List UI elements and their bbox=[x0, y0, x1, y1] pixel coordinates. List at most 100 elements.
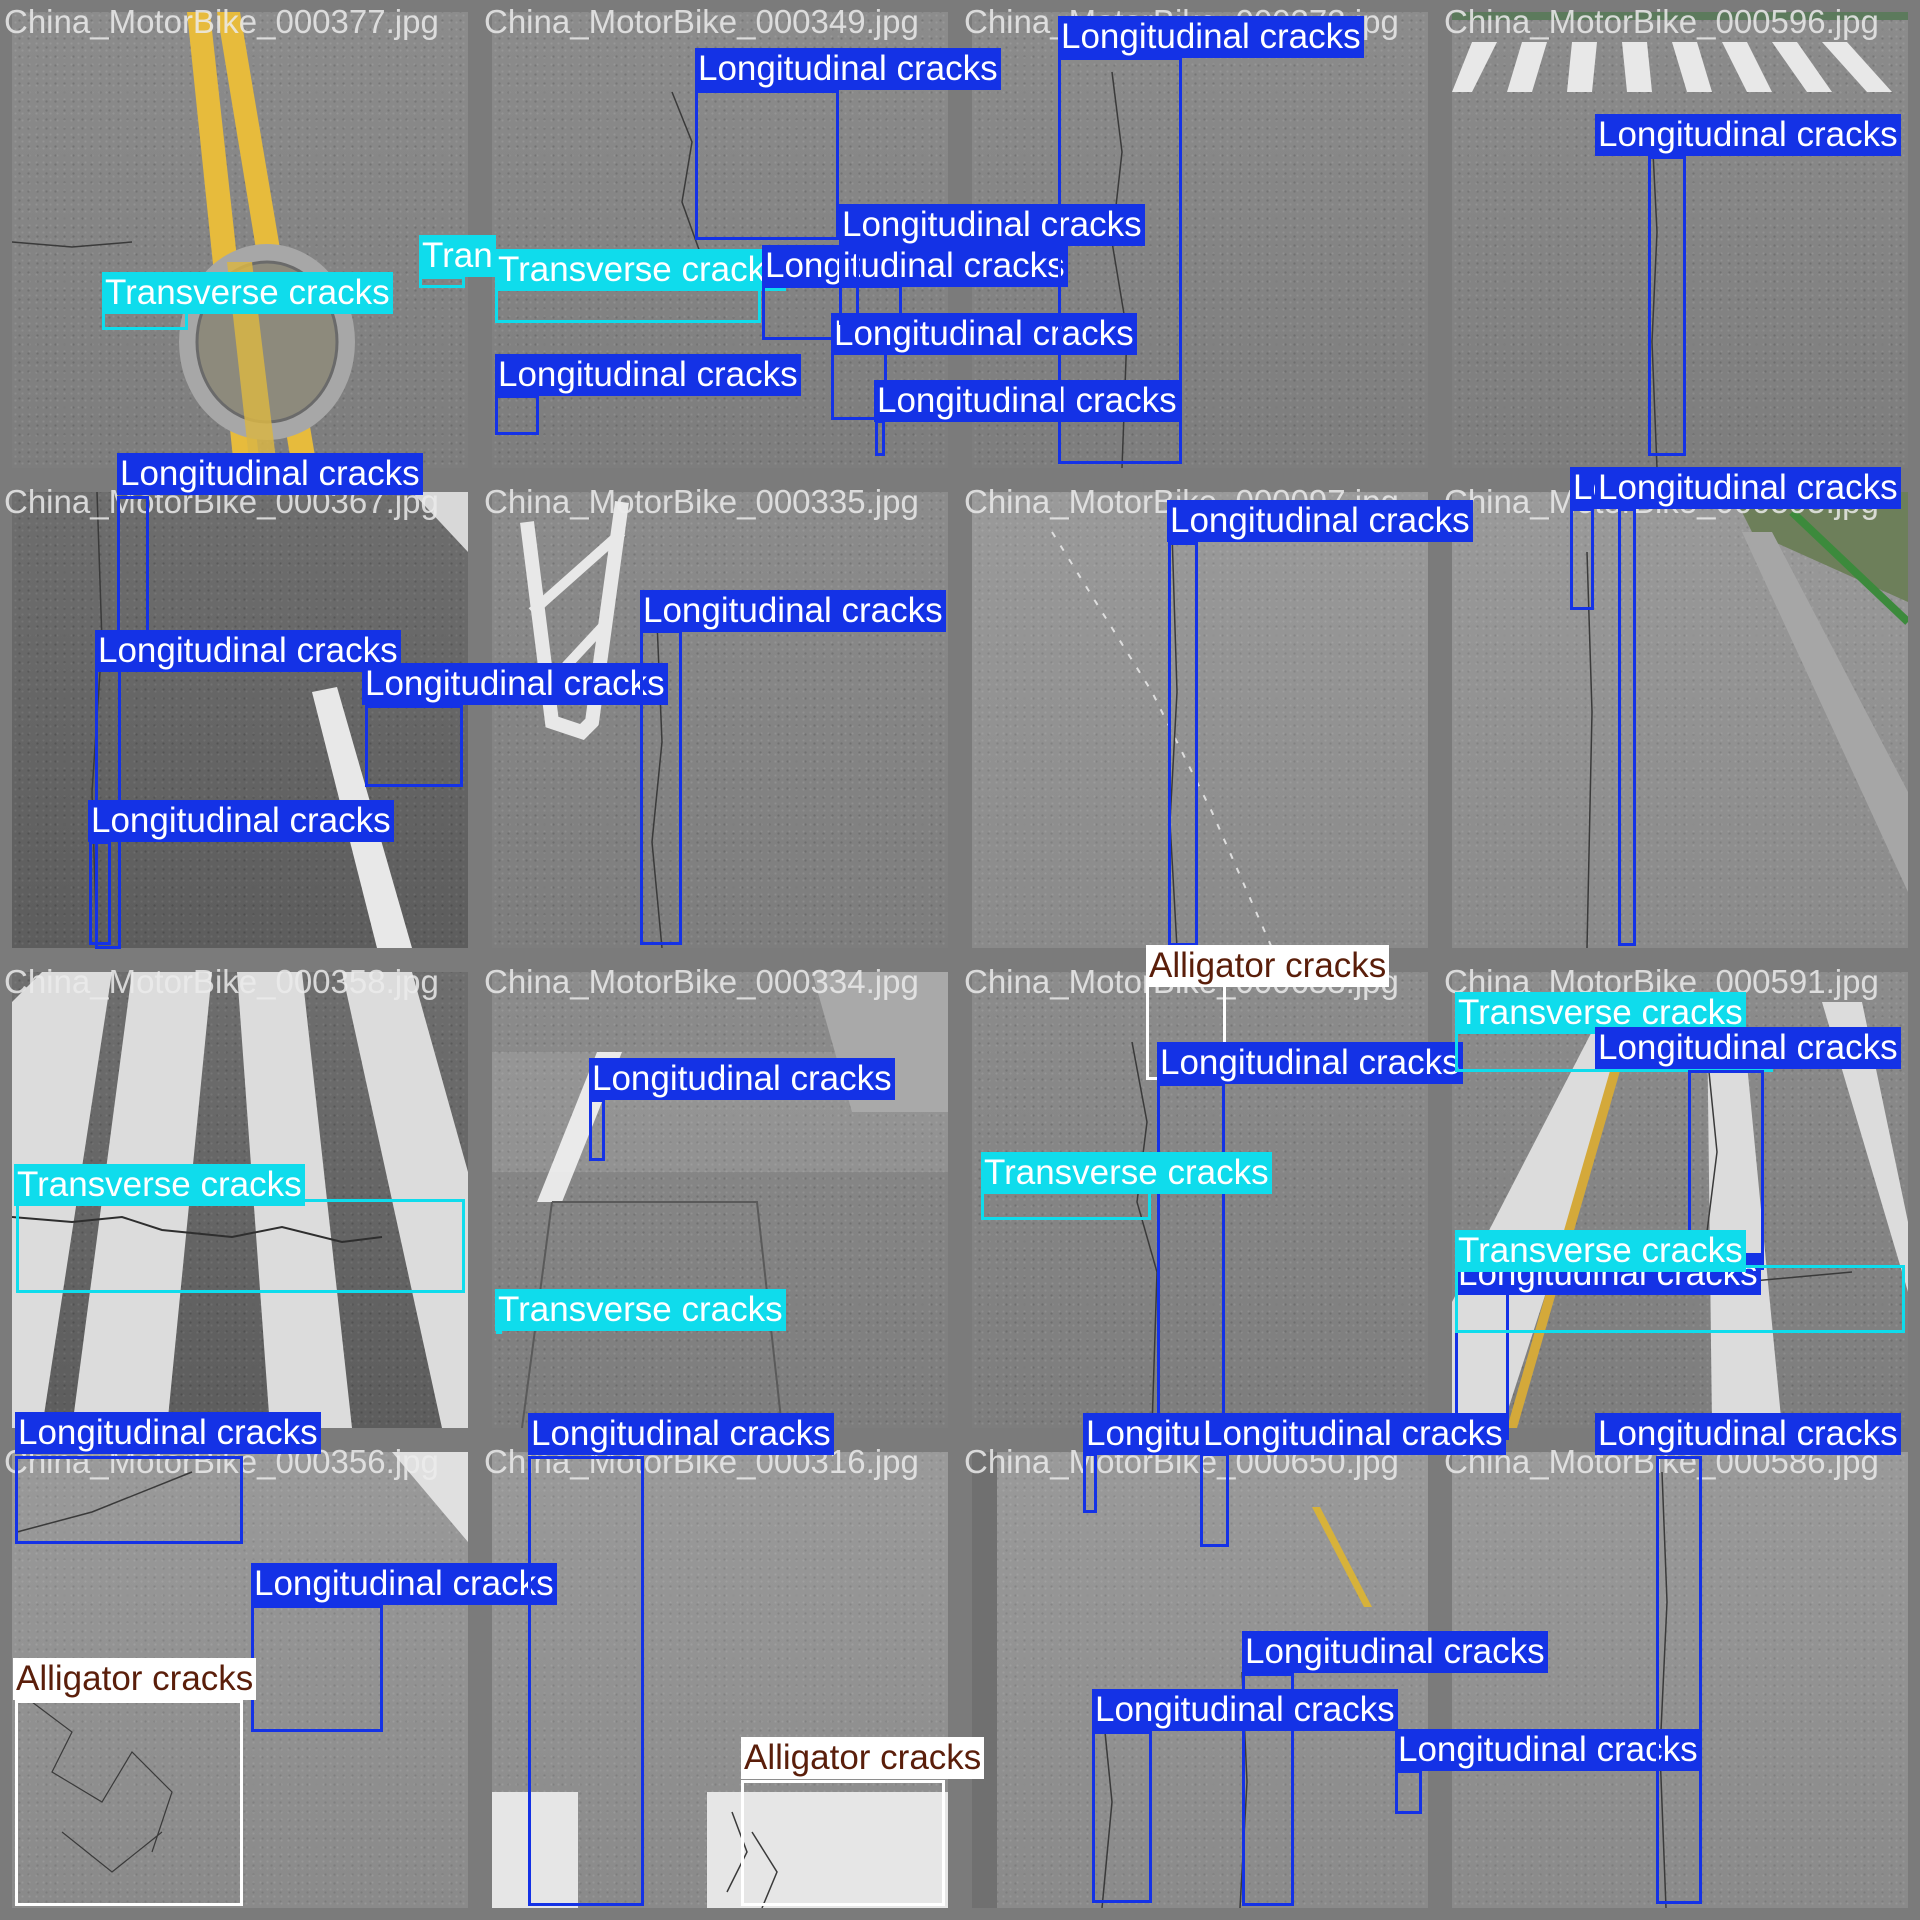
detection-label: Longitudinal cracks bbox=[1595, 467, 1901, 509]
green-fence bbox=[1789, 509, 1908, 625]
detection-box bbox=[1656, 1456, 1702, 1904]
crosswalk-stripe bbox=[1452, 42, 1497, 92]
detection-box bbox=[1157, 1083, 1225, 1418]
road-markings bbox=[1452, 12, 1908, 468]
crosswalk-stripe bbox=[1452, 1012, 1637, 1428]
detection-label: Transverse cracks bbox=[495, 249, 786, 291]
file-name: China_MotorBike_000377.jpg bbox=[4, 3, 439, 40]
crack-line bbox=[1659, 1471, 1668, 1908]
detection-label: Alligator cracks bbox=[13, 1658, 257, 1700]
file-name: China_MotorBike_000358.jpg bbox=[4, 963, 439, 1000]
detection-label: Longitudinal cracks bbox=[1167, 500, 1473, 542]
detection-label: Longitudinal cracks bbox=[1058, 16, 1364, 58]
detection-box bbox=[1058, 57, 1182, 464]
tile-6: China_MotorBike_000335.jpg bbox=[480, 480, 960, 960]
detection-box bbox=[495, 395, 539, 435]
tile-5: China_MotorBike_000367.jpg bbox=[0, 480, 480, 960]
crack-line bbox=[1651, 131, 1658, 468]
road-photo bbox=[492, 1452, 948, 1908]
detection-label: Longitudinal cracks bbox=[251, 1563, 557, 1605]
detection-label: Longitudinal cracks bbox=[1157, 1042, 1463, 1084]
detection-box bbox=[589, 1099, 605, 1161]
detection-label: Longitudinal cracks bbox=[874, 380, 1180, 422]
lane-marking bbox=[412, 492, 468, 552]
file-name: China_MotorBike_000596.jpg bbox=[1444, 3, 1879, 40]
detection-box bbox=[365, 705, 463, 787]
crack-line bbox=[12, 1215, 383, 1244]
detection-box bbox=[1455, 1265, 1905, 1333]
tile-4: China_MotorBike_000596.jpg bbox=[1440, 0, 1920, 480]
detection-label: Longitudinal cracks bbox=[495, 354, 801, 396]
detection-label: Longitudinal cracks bbox=[528, 1413, 834, 1455]
road-photo bbox=[492, 492, 948, 948]
yellow-dash bbox=[1312, 1507, 1372, 1607]
crosswalk-stripe bbox=[1567, 42, 1597, 92]
crack-network bbox=[726, 1811, 778, 1908]
detection-box bbox=[117, 496, 149, 646]
detection-label: Alligator cracks bbox=[741, 1737, 985, 1779]
detection-label: Transverse cracks bbox=[102, 272, 393, 314]
file-name: China_MotorBike_000334.jpg bbox=[484, 963, 919, 1000]
detection-label: Longitudinal cracks bbox=[831, 313, 1137, 355]
detection-label: Tran bbox=[419, 235, 496, 277]
detection-box bbox=[89, 841, 111, 945]
crack-line bbox=[671, 91, 708, 273]
detection-box bbox=[1092, 1731, 1152, 1903]
tile-14: China_MotorBike_000316.jpg bbox=[480, 1440, 960, 1920]
detection-label: Transverse cracks bbox=[14, 1164, 305, 1206]
detection-box bbox=[15, 1456, 243, 1544]
detection-box bbox=[1570, 508, 1594, 610]
detection-label: Transverse cracks bbox=[981, 1152, 1272, 1194]
background-vegetation bbox=[1452, 12, 1908, 20]
crosswalk-stripe bbox=[1722, 42, 1772, 92]
lane-marking bbox=[520, 501, 629, 741]
road-markings bbox=[1586, 492, 1908, 948]
yellow-line bbox=[1507, 1012, 1637, 1428]
detection-label: Transverse cracks bbox=[1455, 1230, 1746, 1272]
detection-label: Longitudinal cracks bbox=[1092, 1689, 1398, 1731]
detection-box bbox=[251, 1605, 383, 1732]
detection-label: Longitudinal cracks bbox=[95, 630, 401, 672]
crosswalk-stripe bbox=[1822, 42, 1892, 92]
crosswalk-stripe bbox=[707, 1792, 948, 1908]
detection-label: Longitudinal cracks bbox=[839, 204, 1145, 246]
detection-box bbox=[741, 1780, 945, 1906]
detection-box bbox=[15, 1700, 243, 1906]
detection-label: Longitudinal cracks bbox=[1595, 1027, 1901, 1069]
road-photo bbox=[972, 492, 1428, 948]
detection-box bbox=[1168, 542, 1198, 946]
road-markings bbox=[1452, 1002, 1908, 1428]
road-cracks bbox=[16, 1452, 468, 1873]
crack-line bbox=[1131, 1041, 1158, 1428]
crack-line bbox=[12, 241, 133, 248]
road-cracks bbox=[1131, 1041, 1158, 1428]
detection-box bbox=[419, 276, 465, 288]
crack-line bbox=[16, 1471, 193, 1533]
road-photo bbox=[1452, 1452, 1908, 1908]
road-photo bbox=[12, 492, 468, 948]
tile-8: China_MotorBike_000595.jpg bbox=[1440, 480, 1920, 960]
detection-box bbox=[1395, 1770, 1422, 1814]
road-edge bbox=[972, 1452, 997, 1908]
crosswalk-stripe bbox=[1772, 42, 1832, 92]
detection-label: Transverse cracks bbox=[495, 1289, 786, 1331]
detection-box bbox=[875, 420, 885, 456]
crosswalk-stripe bbox=[1822, 1002, 1908, 1292]
detection-label: Longitudinal cracks bbox=[640, 590, 946, 632]
detection-box bbox=[1648, 156, 1686, 456]
detection-label: Alligator cracks bbox=[1146, 945, 1390, 987]
detection-box bbox=[1618, 508, 1636, 946]
crosswalk-stripe bbox=[1622, 42, 1652, 92]
detection-label: Longitudinal cracks bbox=[1595, 114, 1901, 156]
detection-box bbox=[695, 90, 839, 240]
detection-label: Longitudinal cracks bbox=[762, 245, 1068, 287]
detection-label: Longitudinal cracks bbox=[1595, 1413, 1901, 1455]
detection-label: Longitudinal cracks bbox=[88, 800, 394, 842]
detection-label: Longitudinal cracks bbox=[1200, 1413, 1506, 1455]
detection-box bbox=[1083, 1453, 1097, 1513]
lane-marking bbox=[392, 1452, 468, 1542]
detection-label: Longitudinal cracks bbox=[117, 453, 423, 495]
detection-label: Longitudinal cracks bbox=[362, 663, 668, 705]
crosswalk-stripe bbox=[1507, 42, 1547, 92]
